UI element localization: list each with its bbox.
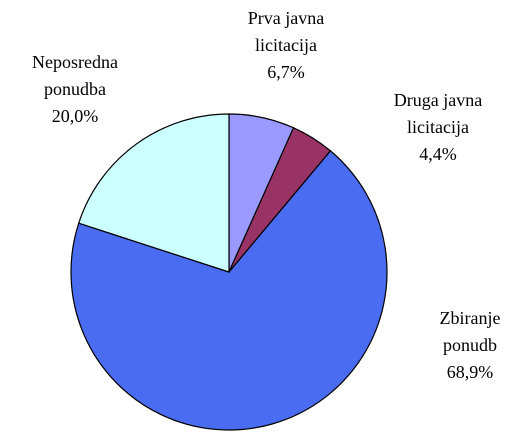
pie-slice xyxy=(70,150,388,431)
slice-label: Druga javna licitacija 4,4% xyxy=(373,87,503,168)
category-label: Druga javna licitacija xyxy=(393,90,483,137)
value-label: 6,7% xyxy=(267,62,305,82)
category-label: Zbiranje ponudb xyxy=(439,308,501,355)
category-label: Prva javna licitacija xyxy=(247,8,325,55)
category-label: Neposredna ponudba xyxy=(32,52,118,99)
value-label: 4,4% xyxy=(419,144,457,164)
slice-label: Neposredna ponudba 20,0% xyxy=(15,49,135,130)
slice-label: Zbiranje ponudb 68,9% xyxy=(425,305,515,386)
value-label: 20,0% xyxy=(51,106,99,126)
slice-label: Prva javna licitacija 6,7% xyxy=(231,5,341,86)
value-label: 68,9% xyxy=(446,362,494,382)
pie-slice xyxy=(77,113,230,273)
